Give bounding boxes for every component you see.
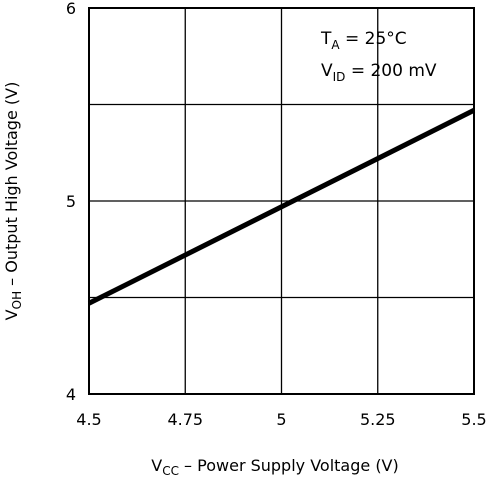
x-tick-labels: 4.5 4.75 5 5.25 5.5	[76, 410, 486, 429]
annotation-input-differential: VID = 200 mV	[321, 61, 437, 84]
series-layer	[87, 108, 476, 306]
plot-frame	[88, 7, 475, 395]
x-tick-label: 4.75	[167, 410, 203, 429]
y-tick-label: 5	[66, 192, 76, 211]
x-tick-label: 5.25	[360, 410, 396, 429]
x-tick-label: 5	[276, 410, 286, 429]
y-tick-label: 6	[66, 0, 76, 18]
x-tick-label: 4.5	[76, 410, 101, 429]
annotation-box: TA = 25°C VID = 200 mV	[320, 29, 437, 84]
annotation-temperature: TA = 25°C	[320, 29, 407, 52]
y-axis-title: VOH – Output High Voltage (V)	[2, 82, 24, 321]
y-tick-labels: 4 5 6	[66, 0, 76, 404]
x-tick-label: 5.5	[461, 410, 486, 429]
series-line	[87, 108, 476, 306]
grid-lines	[89, 8, 474, 394]
y-tick-label: 4	[66, 385, 76, 404]
x-axis-title: VCC – Power Supply Voltage (V)	[151, 456, 399, 478]
